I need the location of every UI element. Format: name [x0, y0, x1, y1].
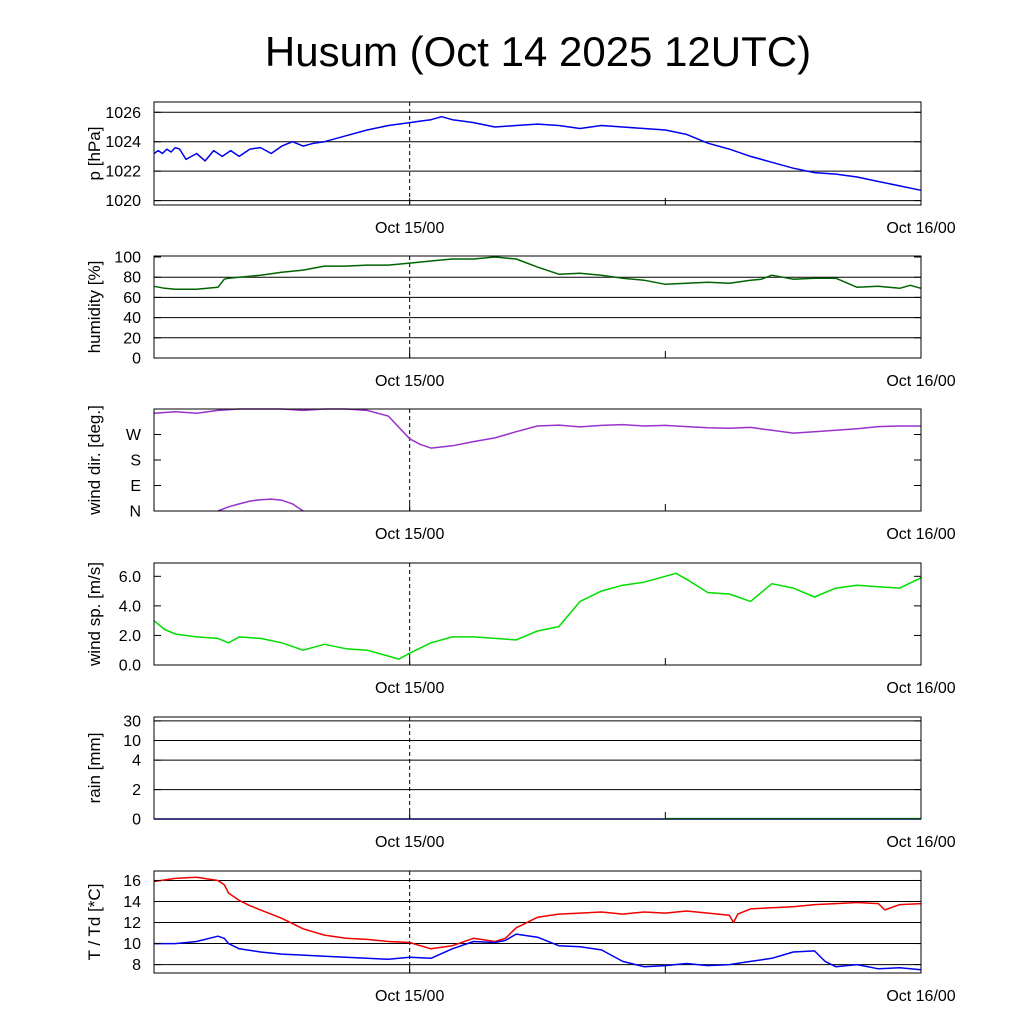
y-axis-label: T / Td [*C]	[85, 884, 104, 961]
x-tick-label: Oct 15/00	[375, 373, 444, 390]
x-tick-label: Oct 16/00	[886, 834, 955, 851]
y-axis-label: p [hPa]	[85, 127, 104, 181]
y-axis-label: wind dir. [deg.]	[85, 405, 104, 516]
y-axis-label: rain [mm]	[85, 733, 104, 804]
plot-frame	[153, 870, 922, 974]
y-tick-label: 60	[123, 290, 141, 307]
y-tick-label: N	[129, 504, 141, 521]
plot-frame	[153, 408, 922, 512]
x-tick-label: Oct 16/00	[886, 680, 955, 697]
y-tick-label: W	[126, 427, 142, 444]
y-tick-label: 16	[123, 873, 141, 890]
series-line-wind_speed	[153, 572, 922, 660]
y-tick-label: 4.0	[119, 598, 141, 615]
y-tick-label: 1022	[105, 164, 141, 181]
panel-temperature: 8 10 12 14 16 Oct 15/00 Oct 16/00 T / Td [*C]	[85, 870, 956, 1005]
y-tick-label: 0	[132, 351, 141, 368]
panel-pressure: 1020 1022 1024 1026 Oct 15/00 Oct 16/00 p [hPa…	[85, 101, 956, 237]
y-tick-label: 20	[123, 330, 141, 347]
chart-title: Husum (Oct 14 2025 12UTC)	[265, 28, 811, 75]
y-tick-label: 8	[132, 957, 141, 974]
x-tick-label: Oct 16/00	[886, 220, 955, 237]
series-line-pressure	[153, 115, 922, 192]
y-tick-label: 1026	[105, 105, 141, 122]
y-tick-label: 0	[132, 812, 141, 829]
y-tick-label: 2.0	[119, 628, 141, 645]
plot-frame	[153, 562, 922, 666]
plot-frame	[153, 255, 922, 359]
y-tick-label: 6.0	[119, 569, 141, 586]
y-tick-label: 1024	[105, 134, 141, 151]
y-tick-label: 10	[123, 733, 141, 750]
x-tick-label: Oct 15/00	[375, 988, 444, 1005]
x-tick-label: Oct 15/00	[375, 526, 444, 543]
plot-frame	[153, 716, 922, 820]
x-tick-label: Oct 16/00	[886, 373, 955, 390]
y-tick-label: 2	[132, 782, 141, 799]
y-tick-label: 1020	[105, 193, 141, 210]
y-tick-label: 30	[123, 713, 141, 730]
series-line-humidity	[153, 256, 922, 291]
series-line-wind_direction	[153, 408, 921, 449]
y-tick-label: 0.0	[119, 658, 141, 675]
y-tick-label: S	[130, 453, 141, 470]
y-tick-label: 100	[114, 250, 141, 267]
panel-rain: 0 2 4 10 30 Oct 15/00 Oct 16/00 rain [mm]	[85, 713, 956, 851]
plot-frame	[153, 101, 922, 206]
y-tick-label: 40	[123, 310, 141, 327]
y-tick-label: 80	[123, 270, 141, 287]
y-tick-label: 4	[132, 753, 141, 770]
y-axis-label: humidity [%]	[85, 261, 104, 354]
y-tick-label: 14	[123, 894, 141, 911]
series-line-temperature	[154, 933, 922, 971]
panel-wind_speed: 0.0 2.0 4.0 6.0 Oct 15/00 Oct 16/00 wind sp. […	[85, 562, 956, 697]
panel-humidity: 0 20 40 60 80 100 Oct 15/00 Oct 16/00 humidity […	[85, 250, 956, 390]
x-tick-label: Oct 16/00	[886, 526, 955, 543]
y-tick-label: 12	[123, 915, 141, 932]
y-tick-label: 10	[123, 936, 141, 953]
series-line-wind_direction	[217, 498, 304, 512]
x-tick-label: Oct 15/00	[375, 834, 444, 851]
y-axis-label: wind sp. [m/s]	[85, 562, 104, 667]
x-tick-label: Oct 15/00	[375, 220, 444, 237]
series-line-temperature	[153, 876, 922, 950]
x-tick-label: Oct 16/00	[886, 988, 955, 1005]
y-tick-label: E	[130, 478, 141, 495]
x-tick-label: Oct 15/00	[375, 680, 444, 697]
